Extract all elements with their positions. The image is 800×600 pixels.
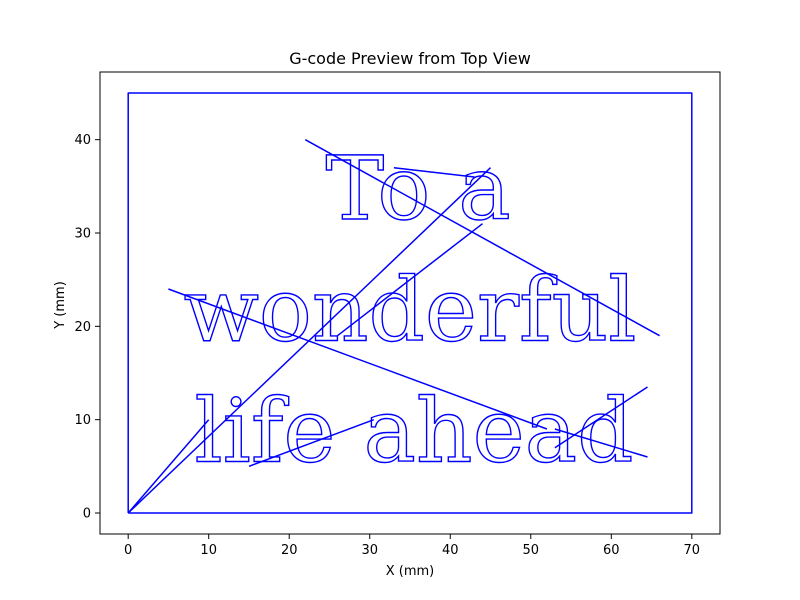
- x-axis-label: X (mm): [386, 564, 435, 579]
- x-tick-label-2: 20: [281, 543, 298, 558]
- y-tick-label-4: 40: [74, 133, 91, 148]
- x-tick-label-5: 50: [523, 543, 540, 558]
- plot-area: [127, 92, 693, 514]
- axes-frame: [99, 71, 721, 535]
- axes: 0 10 20 30 40 50 60 70 0 10 20 30 40: [74, 71, 721, 558]
- toolpath-series-5: [248, 418, 375, 468]
- toolpath-series-7: [554, 428, 648, 458]
- y-tick-label-1: 10: [74, 413, 91, 428]
- engraved-text-layer: To a wonderful life ahead: [183, 136, 637, 483]
- toolpath-series-9: [337, 223, 483, 337]
- toolpath-series-0: [127, 92, 693, 514]
- toolpath-series-6: [393, 166, 475, 178]
- toolpath-series-3: [304, 139, 660, 337]
- x-tick-label-3: 30: [361, 543, 378, 558]
- toolpath-series-8: [554, 386, 648, 449]
- y-tick-label-3: 30: [74, 227, 91, 242]
- x-tick-label-7: 70: [684, 543, 701, 558]
- toolpath-series-1: [127, 419, 210, 514]
- engraved-text-line-2: life ahead: [195, 380, 634, 483]
- x-tick-label-0: 0: [124, 543, 132, 558]
- y-tick-label-2: 20: [74, 320, 91, 335]
- x-tick-label-4: 40: [442, 543, 459, 558]
- x-tick-label-1: 10: [200, 543, 217, 558]
- x-tick-label-6: 60: [603, 543, 620, 558]
- engraved-text-line-1: wonderful: [184, 258, 637, 361]
- toolpath-series-4: [168, 288, 548, 430]
- y-tick-label-0: 0: [83, 507, 91, 522]
- engraved-text-line-0: To a: [325, 137, 510, 240]
- chart-title: G-code Preview from Top View: [289, 49, 531, 68]
- y-axis-label: Y (mm): [53, 281, 68, 330]
